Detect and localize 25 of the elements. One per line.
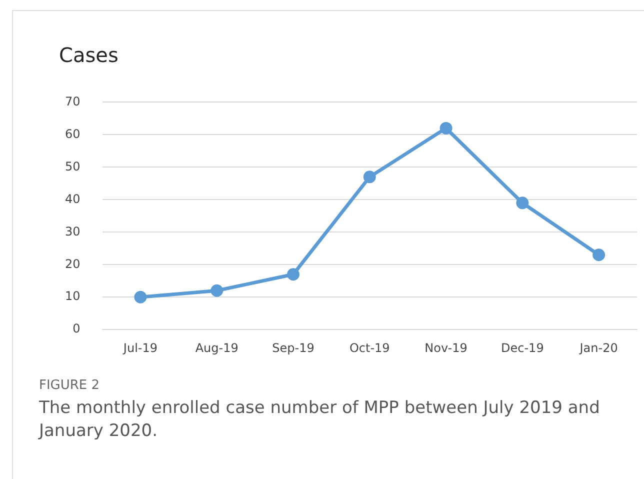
y-axis-title: Cases <box>59 43 118 67</box>
x-tick-label: Jan-20 <box>578 340 618 355</box>
point <box>286 268 300 281</box>
x-tick-label: Aug-19 <box>195 340 238 355</box>
x-tick-label: Dec-19 <box>501 340 544 355</box>
x-tick-label: Oct-19 <box>349 340 390 355</box>
point <box>516 196 529 210</box>
text: The monthly enrolled case number of MPP between July 2019 and January 2020. <box>39 397 601 443</box>
point <box>134 290 147 304</box>
y-tick-label: 0 <box>72 322 80 336</box>
caption: FIGURE 2 <box>39 378 101 393</box>
y-tick-label: 50 <box>64 159 80 174</box>
x-tick-label: Sep-19 <box>272 340 314 355</box>
point <box>210 284 224 297</box>
y-tick-label: 70 <box>64 94 80 108</box>
x-tick-label: Jul-19 <box>122 340 158 355</box>
y-tick-label: 40 <box>64 192 80 206</box>
point <box>440 122 452 134</box>
y-tick-label: 60 <box>64 126 80 141</box>
y-tick-label: 20 <box>64 256 80 271</box>
point <box>363 170 376 184</box>
x-tick-label: Nov-19 <box>424 340 468 355</box>
y-tick-label: 10 <box>64 289 80 304</box>
point <box>592 248 606 262</box>
y-tick-label: 30 <box>64 224 80 238</box>
